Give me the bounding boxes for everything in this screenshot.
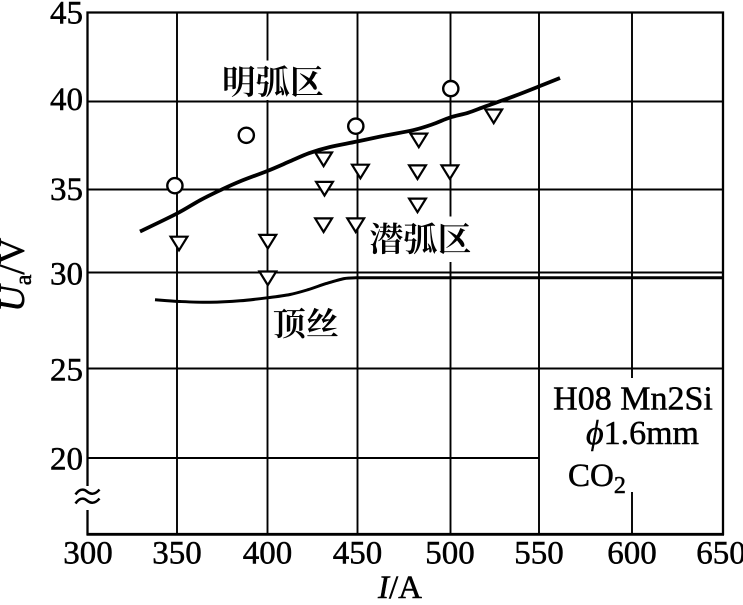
svg-text:35: 35 — [50, 172, 83, 208]
svg-text:550: 550 — [514, 536, 564, 572]
svg-text:I/A: I/A — [377, 570, 422, 600]
svg-text:25: 25 — [50, 353, 83, 389]
svg-text:300: 300 — [63, 536, 113, 572]
svg-text:30: 30 — [50, 257, 83, 293]
svg-text:40: 40 — [50, 82, 83, 118]
svg-text:450: 450 — [333, 536, 383, 572]
svg-text:350: 350 — [152, 536, 202, 572]
svg-text:400: 400 — [243, 536, 293, 572]
svg-text:20: 20 — [50, 442, 83, 478]
svg-text:H08 Mn2Si: H08 Mn2Si — [553, 381, 713, 418]
svg-text:Ua/V: Ua/V — [0, 237, 37, 312]
svg-text:45: 45 — [50, 0, 83, 32]
svg-text:600: 600 — [607, 536, 657, 572]
svg-text:ϕ1.6mm: ϕ1.6mm — [586, 415, 699, 452]
svg-text:650: 650 — [696, 536, 743, 572]
svg-text:500: 500 — [425, 536, 475, 572]
